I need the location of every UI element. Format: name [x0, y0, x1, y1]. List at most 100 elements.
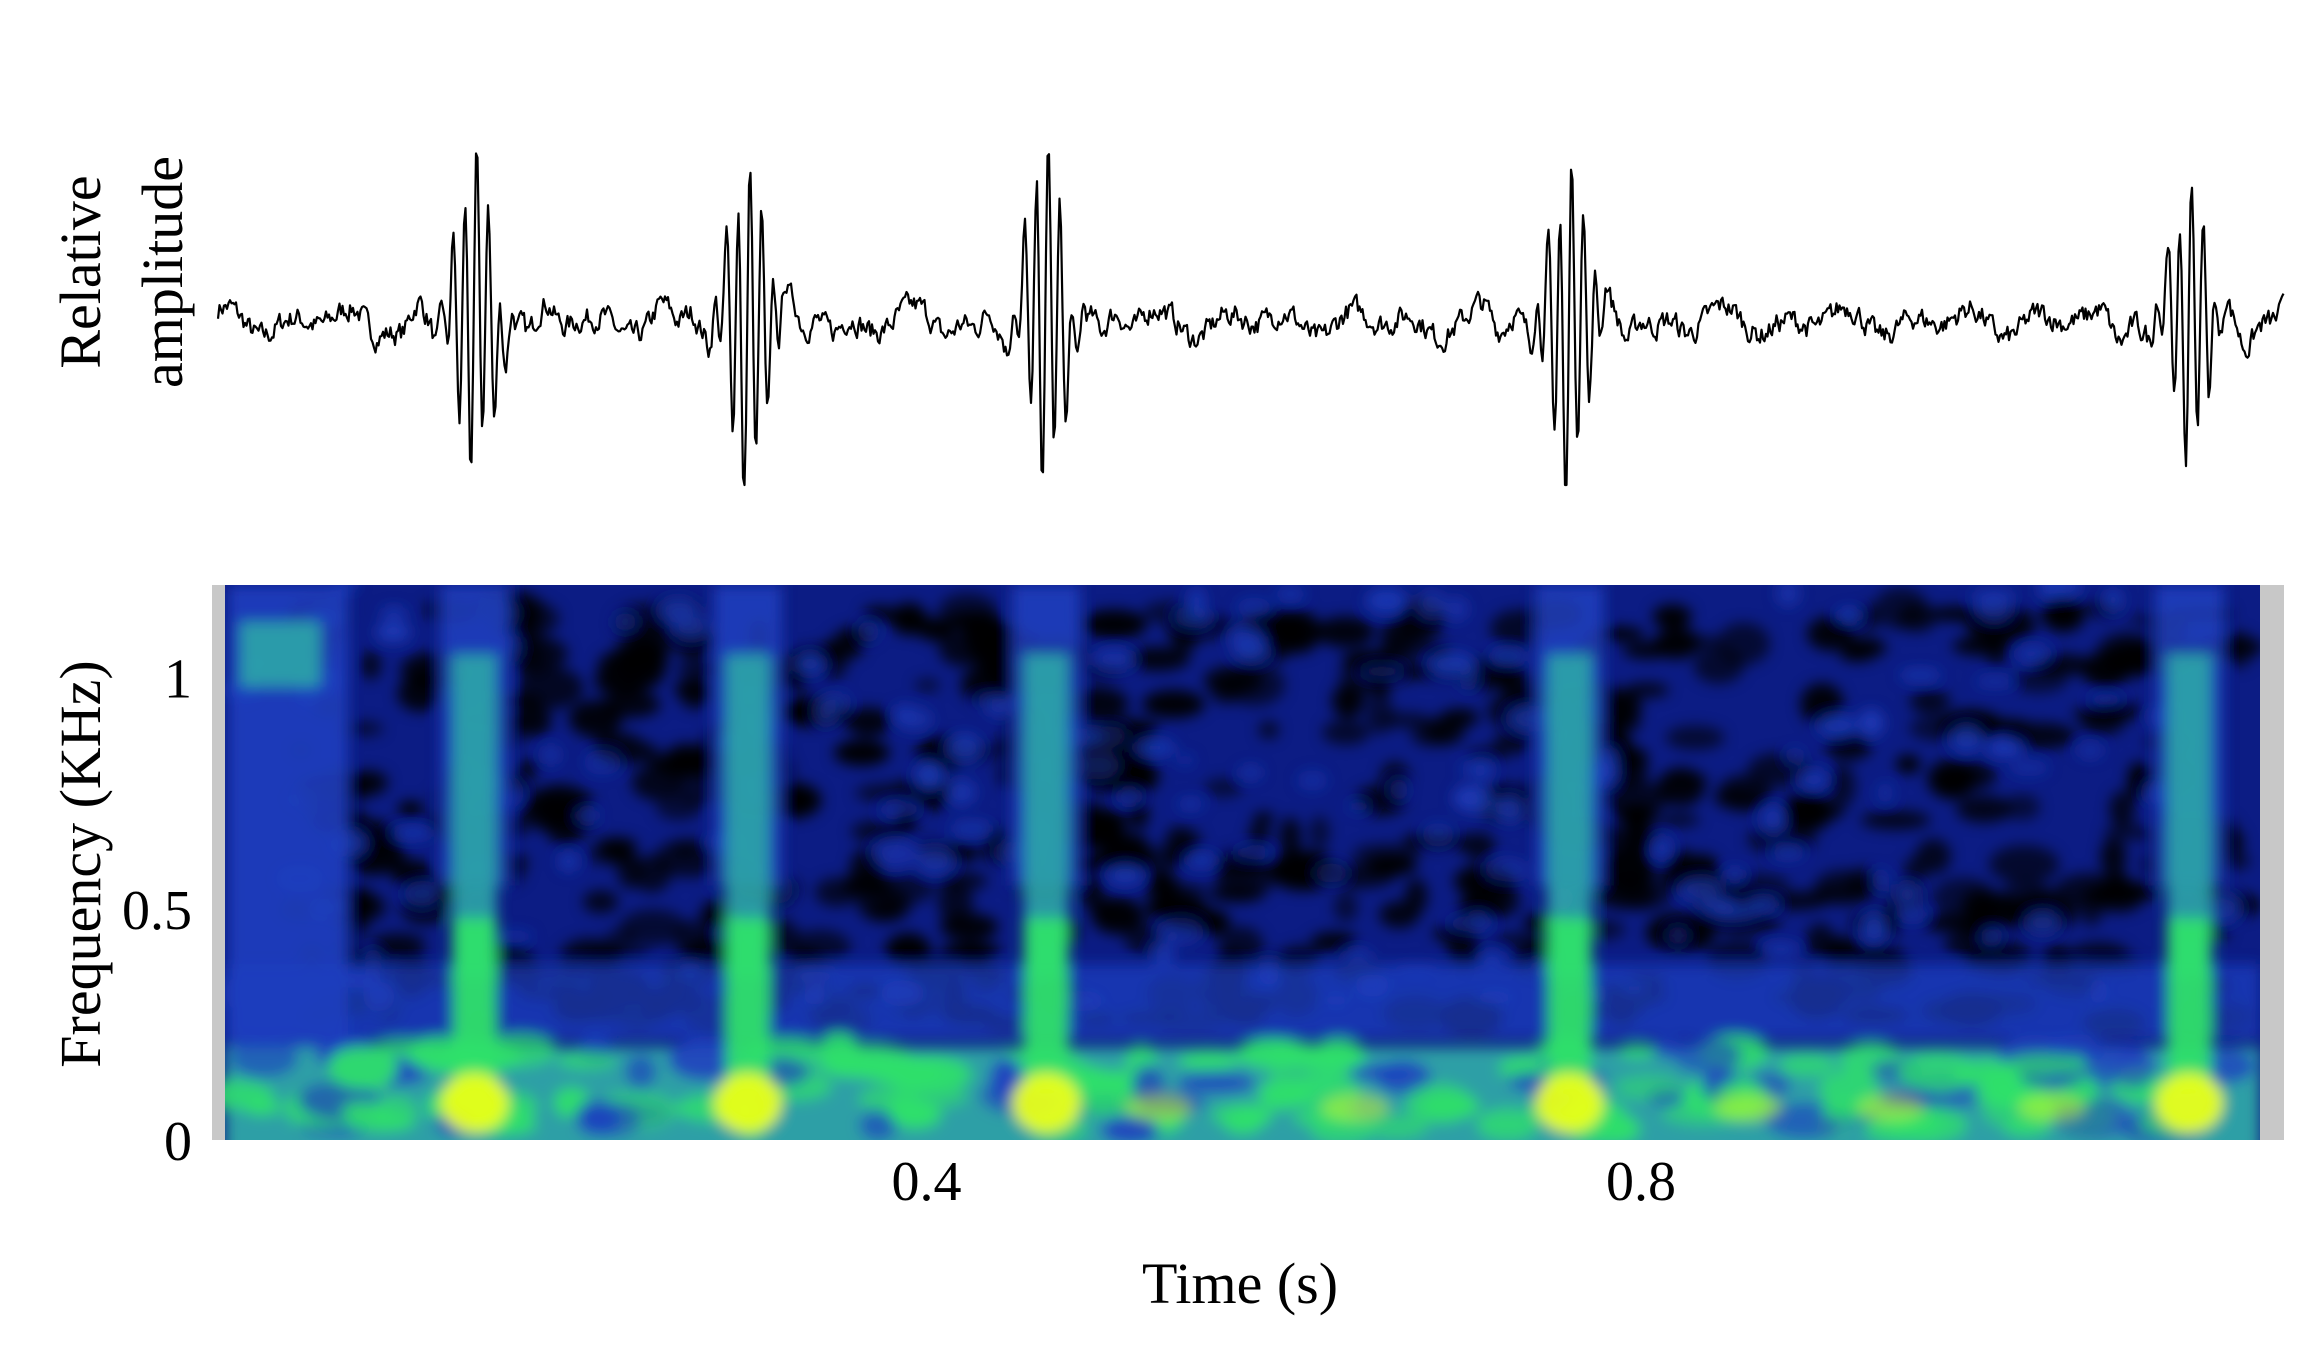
- noise-speckle: [1322, 719, 1370, 745]
- pulse-column-core: [1024, 918, 1069, 1094]
- low-band-blob: [1177, 1071, 1256, 1095]
- noise-speckle-light: [1858, 708, 1885, 737]
- low-band-blob: [1974, 1086, 2003, 1108]
- low-band-blob: [1282, 1079, 1314, 1105]
- noise-speckle: [1814, 869, 1871, 905]
- noise-speckle-light: [916, 761, 944, 791]
- noise-speckle-light: [1495, 795, 1525, 823]
- noise-speckle-light: [1490, 649, 1525, 664]
- low-band-blob: [1236, 1037, 1311, 1070]
- pulse-base-hotspot: [713, 1073, 782, 1133]
- noise-speckle: [1612, 824, 1664, 848]
- noise-speckle: [939, 913, 999, 941]
- low-band-blob: [890, 1100, 942, 1130]
- noise-speckle-light: [575, 809, 599, 823]
- noise-speckle: [765, 918, 799, 957]
- noise-speckle-light: [1678, 877, 1723, 900]
- noise-speckle: [1807, 616, 1854, 651]
- noise-speckle: [2079, 705, 2126, 736]
- noise-speckle-light: [815, 696, 837, 726]
- noise-speckle-light: [1761, 804, 1786, 834]
- noise-speckle-light: [987, 699, 1010, 718]
- noise-speckle-light: [1232, 846, 1272, 860]
- low-band-blob: [1614, 1074, 1683, 1101]
- noise-speckle-light: [1667, 926, 1689, 945]
- noise-speckle: [1747, 823, 1817, 856]
- spectrogram-energy: [225, 585, 2260, 1140]
- noise-speckle: [397, 801, 424, 817]
- noise-speckle: [1310, 931, 1358, 952]
- noise-speckle: [1581, 919, 1626, 940]
- x-tick-label: 0.4: [892, 1151, 962, 1213]
- noise-speckle-light: [2016, 644, 2051, 664]
- pulse-column-core: [725, 918, 770, 1094]
- noise-speckle: [960, 663, 1022, 706]
- noise-speckle-light: [1151, 940, 1175, 968]
- noise-speckle-light: [1184, 853, 1219, 868]
- noise-speckle: [2100, 837, 2127, 877]
- spectrogram-ylabel: Frequency (KHz): [48, 660, 113, 1067]
- noise-speckle-light: [872, 839, 918, 869]
- noise-speckle-light: [1360, 665, 1404, 678]
- noise-speckle-light: [2076, 742, 2104, 759]
- noise-speckle-light: [1761, 943, 1800, 954]
- noise-speckle-light: [1976, 597, 2012, 622]
- noise-speckle-light: [1817, 714, 1857, 737]
- noise-speckle: [1860, 810, 1931, 830]
- noise-speckle-light: [558, 851, 579, 872]
- noise-speckle-light: [658, 597, 698, 624]
- noise-speckle: [1460, 832, 1496, 860]
- y-tick-label: 1: [164, 649, 192, 711]
- noise-speckle-light: [2205, 894, 2241, 923]
- noise-speckle: [1210, 679, 1241, 705]
- low-band-blob: [1132, 1065, 1165, 1104]
- noise-speckle-light: [1468, 911, 1490, 928]
- noise-speckle-light: [1274, 588, 1307, 600]
- noise-speckle: [1598, 689, 1642, 728]
- noise-speckle: [1989, 845, 2060, 884]
- noise-speckle: [1658, 813, 1700, 827]
- y-tick-labels: 00.51: [122, 649, 192, 1174]
- noise-speckle: [2041, 596, 2086, 633]
- noise-speckle-light: [1236, 597, 1272, 617]
- noise-speckle: [1080, 875, 1105, 911]
- noise-speckle-light: [1092, 726, 1127, 746]
- noise-speckle-light: [2025, 911, 2060, 934]
- low-band-blob: [1618, 1043, 1657, 1060]
- noise-speckle: [976, 625, 1011, 669]
- noise-speckle-light: [1233, 642, 1269, 662]
- noise-speckle-light: [1950, 725, 1983, 753]
- noise-speckle: [586, 844, 613, 865]
- low-band-blob: [229, 1039, 299, 1078]
- noise-speckle: [1602, 841, 1629, 861]
- noise-speckle: [514, 760, 541, 776]
- low-band-blob: [483, 1032, 557, 1068]
- noise-speckle: [535, 784, 585, 818]
- noise-speckle: [1440, 708, 1480, 727]
- noise-speckle: [833, 739, 890, 766]
- noise-speckle-light: [1709, 905, 1757, 918]
- noise-speckle-light: [1797, 769, 1829, 790]
- noise-speckle: [1126, 646, 1191, 671]
- noise-speckle: [914, 678, 940, 692]
- noise-speckle: [1873, 587, 1928, 630]
- noise-speckle: [1915, 838, 1951, 874]
- minor-hotspot: [1124, 1093, 1193, 1122]
- noise-speckle: [947, 611, 1003, 631]
- noise-speckle: [2007, 890, 2077, 933]
- noise-speckle: [1379, 901, 1420, 929]
- noise-speckle: [1218, 926, 1264, 967]
- noise-speckle: [1658, 772, 1709, 788]
- x-tick-label: 0.8: [1606, 1151, 1676, 1213]
- noise-speckle: [845, 707, 892, 737]
- pulse-base-hotspot: [2155, 1073, 2224, 1133]
- noise-speckle-light: [1894, 907, 1929, 921]
- noise-speckle: [1080, 609, 1148, 640]
- noise-speckle: [1128, 799, 1149, 830]
- noise-speckle-light: [946, 734, 983, 762]
- low-band-blob: [1314, 1036, 1363, 1069]
- low-band-blob: [989, 1057, 1022, 1101]
- noise-speckle-light: [1422, 822, 1454, 847]
- noise-speckle-light: [917, 846, 954, 875]
